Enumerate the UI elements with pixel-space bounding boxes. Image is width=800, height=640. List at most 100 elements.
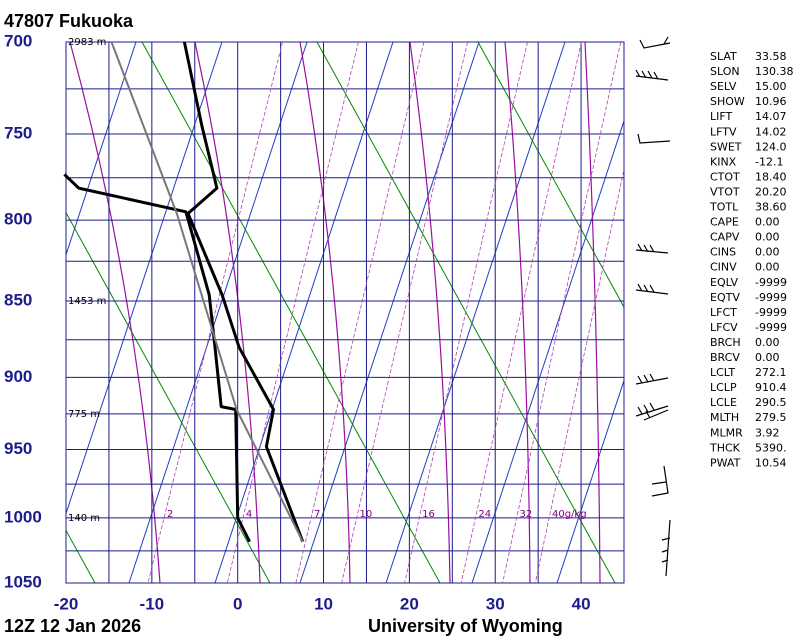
mixing-ratio-line — [147, 42, 283, 583]
stat-value: 272.1 — [755, 366, 787, 379]
stat-value: 0.00 — [755, 231, 780, 244]
stat-name: CINS — [710, 246, 736, 259]
x-tick-label: 40 — [572, 594, 591, 613]
profile-line — [110, 41, 304, 543]
mixing-ratio-line — [502, 42, 622, 583]
stat-name: EQTV — [710, 291, 740, 304]
profile-line — [63, 173, 251, 543]
stat-name: LCLE — [710, 396, 737, 409]
stat-name: MLTH — [710, 411, 739, 424]
stat-value: -9999 — [755, 291, 787, 304]
stat-name: KINX — [710, 155, 737, 168]
grid — [65, 41, 625, 584]
stat-value: 20.20 — [755, 185, 787, 198]
stat-value: 10.96 — [755, 95, 787, 108]
height-label: 775 m — [68, 409, 100, 420]
stat-name: CAPE — [710, 216, 739, 229]
stat-name: CAPV — [710, 231, 740, 244]
wind-barbs — [635, 36, 671, 577]
mixing-ratio-line — [534, 167, 624, 583]
stat-name: MLMR — [710, 426, 743, 439]
stat-name: LCLP — [710, 381, 737, 394]
stat-value: 290.5 — [755, 396, 787, 409]
stat-value: 124.0 — [755, 140, 787, 153]
y-tick-label: 950 — [4, 439, 32, 458]
stat-name: CINV — [710, 261, 737, 274]
stat-name: SELV — [710, 80, 737, 93]
stats: SLAT 33.58 SLON 130.38 SELV 15.00 SHOW 10.96 LIF… — [709, 50, 794, 469]
stat-name: LCLT — [710, 366, 735, 379]
y-tick-label: 700 — [4, 31, 32, 50]
mixing-ratio-line — [226, 42, 359, 583]
mixing-ratio-label: 40g/kg — [552, 509, 587, 520]
stat-value: -9999 — [755, 306, 787, 319]
stat-value: 14.02 — [755, 125, 787, 138]
stat-name: BRCV — [710, 351, 740, 364]
mixing-ratio-label: 2 — [167, 509, 173, 520]
stat-name: SLAT — [710, 50, 737, 63]
stat-name: LIFT — [710, 110, 733, 123]
x-tick-label: 0 — [233, 594, 242, 613]
mixing-ratio-line — [295, 42, 425, 583]
mixing-ratio-label: 10 — [360, 509, 373, 520]
stat-value: 0.00 — [755, 216, 780, 229]
mixing-ratio-label: 4 — [246, 509, 252, 520]
footer-left: 12Z 12 Jan 2026 — [4, 616, 141, 636]
stat-value: 18.40 — [755, 170, 787, 183]
stat-name: LFCV — [710, 321, 738, 334]
stat-name: SWET — [710, 140, 742, 153]
x-tick-label: 20 — [400, 594, 419, 613]
stat-name: BRCH — [710, 336, 741, 349]
y-tick-label: 800 — [4, 210, 32, 229]
mixing-ratio-lines — [147, 42, 624, 583]
stat-name: VTOT — [710, 185, 740, 198]
stat-value: 15.00 — [755, 80, 787, 93]
stat-value: 14.07 — [755, 110, 787, 123]
mixing-ratio-label: 32 — [519, 509, 532, 520]
stat-name: LFCT — [710, 306, 737, 319]
stat-value: 279.5 — [755, 411, 787, 424]
mixing-ratio-line — [460, 42, 582, 583]
stat-value: 0.00 — [755, 261, 780, 274]
y-tick-label: 1000 — [4, 507, 42, 526]
stat-name: LFTV — [710, 125, 737, 138]
stat-name: SLON — [710, 65, 740, 78]
x-tick-label: 30 — [486, 594, 505, 613]
background-lines — [66, 42, 624, 583]
mixing-ratio-line — [404, 42, 528, 583]
height-label: 2983 m — [68, 37, 106, 48]
stat-value: 0.00 — [755, 336, 780, 349]
y-tick-label: 850 — [4, 291, 32, 310]
stat-value: 33.58 — [755, 50, 787, 63]
stat-name: PWAT — [710, 456, 741, 469]
mixing-ratio-label: 24 — [478, 509, 491, 520]
isotherms — [66, 42, 624, 583]
stat-value: 5390. — [755, 441, 787, 454]
x-tick-label: -10 — [140, 594, 165, 613]
mixing-ratio-label: 7 — [314, 509, 320, 520]
mixing-ratio-line — [341, 42, 468, 583]
x-tick-label: 10 — [314, 594, 333, 613]
dry-adiabats — [66, 42, 624, 583]
stat-value: 10.54 — [755, 456, 787, 469]
x-tick-label: -20 — [54, 594, 79, 613]
stat-value: 0.00 — [755, 351, 780, 364]
stat-value: 130.38 — [755, 65, 794, 78]
stat-value: 910.4 — [755, 381, 787, 394]
y-tick-label: 900 — [4, 367, 32, 386]
plot-border — [65, 41, 625, 584]
profile-line — [182, 41, 305, 543]
stat-name: EQLV — [710, 276, 739, 289]
stat-value: 38.60 — [755, 201, 787, 214]
stat-name: CTOT — [710, 170, 740, 183]
footer-right: University of Wyoming — [368, 616, 563, 636]
stat-name: TOTL — [709, 201, 739, 214]
height-label: 140 m — [68, 513, 100, 524]
stat-value: 3.92 — [755, 426, 780, 439]
stat-value: -9999 — [755, 276, 787, 289]
mixing-ratio-label: 16 — [422, 509, 435, 520]
stat-value: -12.1 — [755, 155, 783, 168]
y-tick-label: 1050 — [4, 572, 42, 591]
stat-name: THCK — [709, 441, 741, 454]
